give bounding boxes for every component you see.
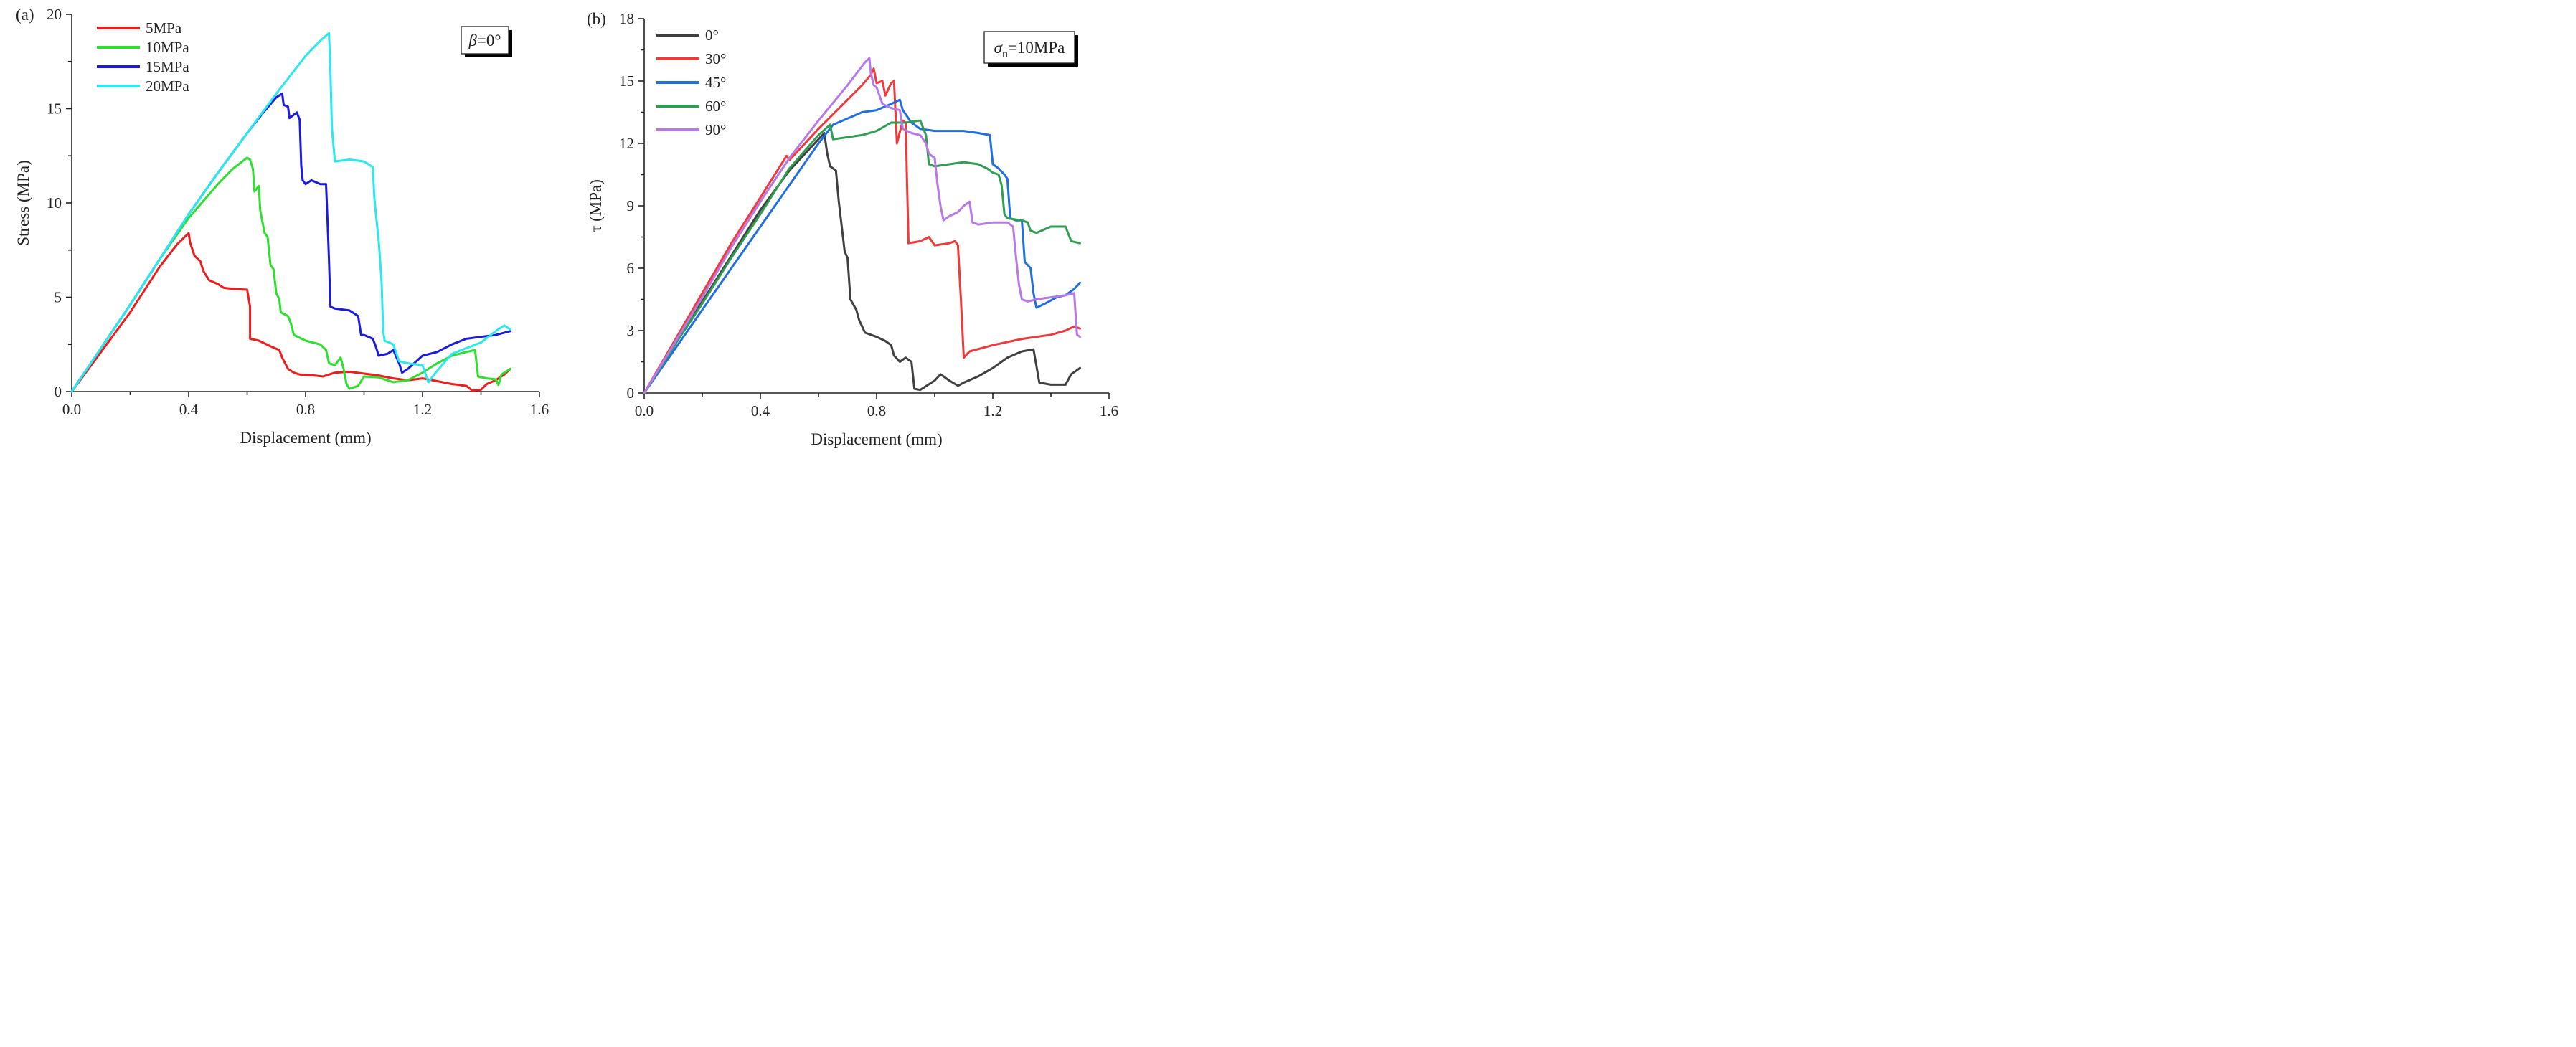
- panel-a-x-tick-label: 0.0: [62, 401, 81, 418]
- panel-a-x-tick-label: 0.4: [179, 401, 199, 418]
- panel-a-annotation-box: β=0°: [461, 26, 512, 57]
- panel-b-annotation-box: σn=10MPa: [983, 31, 1078, 67]
- panel-b-annotation-symbol: σ: [994, 39, 1004, 57]
- figure: 0.0 0.4 0.8 1.2 1.6 0 5 10 15 20 Displacement (mm)…: [14, 6, 1118, 448]
- panel-b-panel-label: (b): [587, 10, 606, 28]
- panel-b-annotation-value: =10MPa: [1008, 39, 1065, 57]
- panel-a-x-tick-label: 1.2: [413, 401, 432, 418]
- panel-b-series-line-4: [643, 57, 1081, 394]
- panel-b-series-line-3: [643, 119, 1081, 394]
- panel-b-legend-label: 0°: [705, 27, 719, 44]
- panel-a-y-tick-label: 10: [47, 194, 62, 212]
- panel-b-x-tick-label: 0.4: [751, 402, 770, 420]
- panel-b-y-axis-title: τ (MPa): [587, 179, 605, 232]
- panel-b-y-tick-label: 3: [627, 322, 635, 339]
- panel-a-legend-label: 5MPa: [146, 19, 182, 37]
- panel-a-series-line-0: [70, 232, 511, 393]
- panel-b-series-line-1: [643, 67, 1081, 394]
- panel-b-annotation-text: σn=10MPa: [994, 39, 1065, 60]
- panel-b-y-tick-label: 9: [627, 197, 635, 214]
- panel-a-annotation-text: β=0°: [468, 32, 501, 49]
- panel-b-x-tick-label: 1.6: [1100, 402, 1118, 420]
- panel-a-series-line-3: [70, 32, 511, 393]
- panel-a-annotation-value: =0°: [477, 32, 501, 49]
- panel-a-y-tick-label: 0: [55, 383, 62, 400]
- panel-b-y-tick-label: 12: [619, 135, 634, 152]
- panel-b-legend-label: 45°: [705, 74, 726, 91]
- panel-b-y-tick-label: 15: [619, 72, 634, 90]
- panel-a-panel-label: (a): [16, 6, 34, 24]
- panel-a-annotation-symbol: β: [468, 32, 477, 49]
- panel-b-annotation-frame: [983, 31, 1075, 64]
- panel-a-y-tick-label: 15: [47, 100, 62, 118]
- panel-a-legend: 5MPa 10MPa 15MPa 20MPa: [97, 19, 189, 95]
- panel-b-y-tick-label: 18: [619, 10, 634, 27]
- panel-a-legend-label: 10MPa: [146, 39, 189, 56]
- panel-b-y-tick-label: 6: [627, 260, 635, 277]
- panel-a-legend-label: 20MPa: [146, 77, 189, 95]
- panel-a-series-line-1: [70, 156, 511, 393]
- panel-a-series-line-2: [70, 93, 511, 393]
- panel-b-legend-label: 90°: [705, 121, 726, 138]
- panel-b-x-axis-title: Displacement (mm): [811, 430, 942, 448]
- panel-b-legend-label: 60°: [705, 98, 726, 115]
- panel-b-x-tick-label: 0.0: [635, 402, 654, 420]
- panel-b-annotation-subscript: n: [1002, 48, 1008, 60]
- panel-a-y-axis-title: Stress (MPa): [14, 160, 32, 245]
- panel-a-stress-displacement-chart: 0.0 0.4 0.8 1.2 1.6 0 5 10 15 20 Displacement (mm)…: [14, 6, 549, 447]
- panel-b-shear-stress-displacement-chart: 0.0 0.4 0.8 1.2 1.6 0 3 6 9 12 15 18 Displacement (m…: [587, 10, 1118, 448]
- panel-b-x-tick-label: 0.8: [867, 402, 886, 420]
- panel-b-x-tick-label: 1.2: [983, 402, 1002, 420]
- panel-a-x-tick-label: 0.8: [296, 401, 315, 418]
- panel-b-series-line-2: [643, 98, 1081, 394]
- panel-a-y-tick-label: 20: [47, 6, 62, 23]
- panel-b-series-line-0: [643, 132, 1081, 394]
- panel-a-y-tick-label: 5: [55, 289, 62, 306]
- panel-a-x-tick-label: 1.6: [530, 401, 549, 418]
- panel-b-legend-label: 30°: [705, 50, 726, 67]
- panel-a-x-axis-title: Displacement (mm): [240, 429, 371, 447]
- panel-b-legend: 0° 30° 45° 60° 90°: [656, 27, 726, 138]
- panel-a-legend-label: 15MPa: [146, 58, 189, 75]
- panel-a-annotation-frame: [461, 26, 509, 55]
- panel-b-y-tick-label: 0: [627, 384, 635, 402]
